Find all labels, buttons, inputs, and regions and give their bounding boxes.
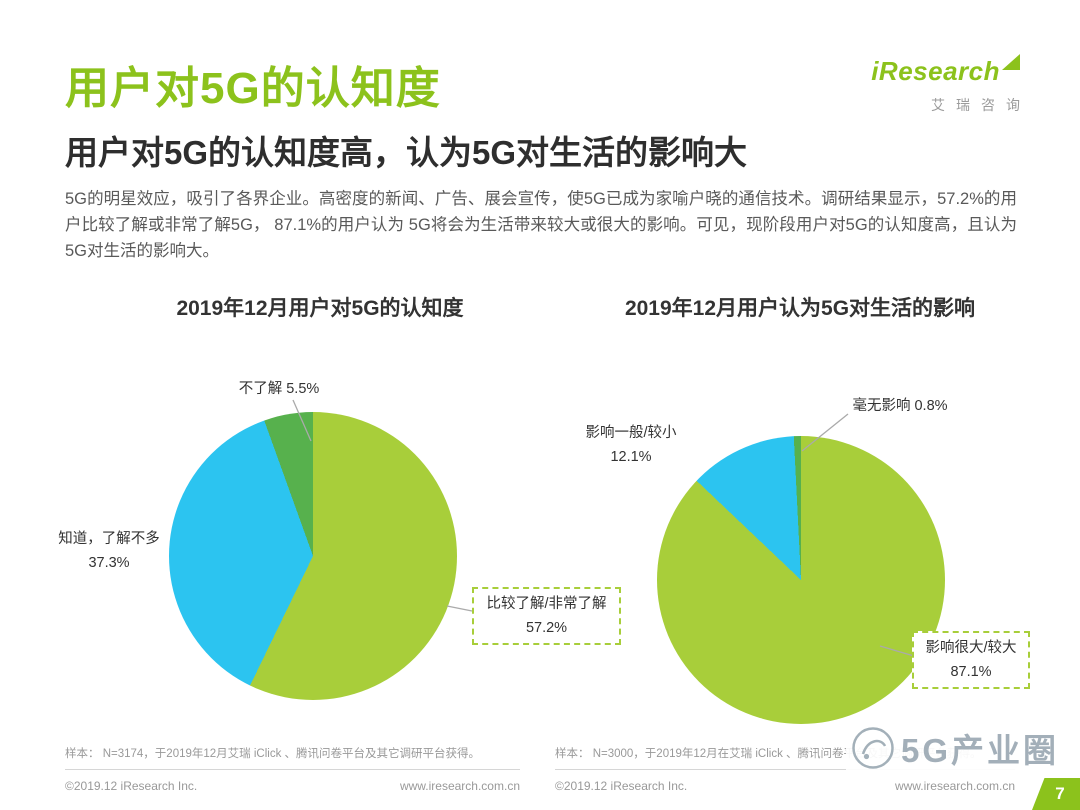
website-link: www.iresearch.com.cn — [399, 779, 520, 793]
label-line: 知道，了解不多 — [58, 531, 160, 547]
footer-left: ©2019.12 iResearch Inc. www.iresearch.co… — [65, 779, 520, 793]
footer-divider-right — [555, 769, 1015, 770]
label-line: 影响很大/较大 — [925, 640, 1017, 656]
chart-impact-title: 2019年12月用户认为5G对生活的影响 — [624, 297, 976, 320]
pie-chart-impact — [657, 436, 945, 724]
leader-line — [446, 605, 473, 612]
label-awareness-none: 不了解 5.5% — [238, 381, 320, 397]
label-awareness-high: 比较了解/非常了解 57.2% — [472, 587, 621, 645]
body-paragraph: 5G的明星效应，吸引了各界企业。高密度的新闻、广告、展会宣传，使5G已成为家喻户… — [65, 190, 1017, 260]
label-impact-large: 影响很大/较大 87.1% — [912, 631, 1030, 689]
label-value: 57.2% — [525, 620, 568, 636]
page-number-tab: 7 — [1032, 778, 1080, 810]
logo-brand-text: iResearch — [871, 56, 1000, 86]
label-value: 87.1% — [950, 664, 992, 680]
label-awareness-some: 知道，了解不多 37.3% — [48, 527, 170, 575]
page-title: 用户对5G的认知度 — [65, 64, 441, 113]
sample-note-left: 样本： N=3174，于2019年12月艾瑞 iClick 、腾讯问卷平台及其它… — [65, 748, 481, 760]
label-line: 影响一般/较小 — [585, 425, 677, 441]
label-value: 37.3% — [88, 555, 130, 571]
watermark-text: 5G产业圈 — [901, 732, 1060, 769]
website-link: www.iresearch.com.cn — [894, 779, 1015, 793]
pie-chart-awareness — [169, 412, 457, 700]
label-value: 12.1% — [610, 449, 652, 465]
label-impact-small: 影响一般/较小 12.1% — [568, 421, 694, 469]
watermark-logo-icon — [852, 727, 894, 769]
label-line: 比较了解/非常了解 — [486, 596, 607, 612]
iresearch-logo: iResearch 艾瑞咨询 — [868, 54, 1020, 115]
page-number: 7 — [1055, 784, 1065, 803]
footer-divider-left — [65, 769, 520, 770]
copyright-text: ©2019.12 iResearch Inc. — [555, 779, 688, 793]
watermark: 5G产业圈 — [846, 722, 1064, 774]
label-impact-none: 毫无影响 0.8% — [852, 398, 948, 414]
logo-brand-cn: 艾瑞咨询 — [931, 97, 1031, 113]
chart-awareness-title: 2019年12月用户对5G的认知度 — [176, 297, 464, 320]
leaf-icon — [1002, 54, 1020, 70]
section-heading: 用户对5G的认知度高，认为5G对生活的影响大 — [65, 134, 748, 171]
footer-right: ©2019.12 iResearch Inc. www.iresearch.co… — [555, 779, 1015, 793]
copyright-text: ©2019.12 iResearch Inc. — [65, 779, 198, 793]
